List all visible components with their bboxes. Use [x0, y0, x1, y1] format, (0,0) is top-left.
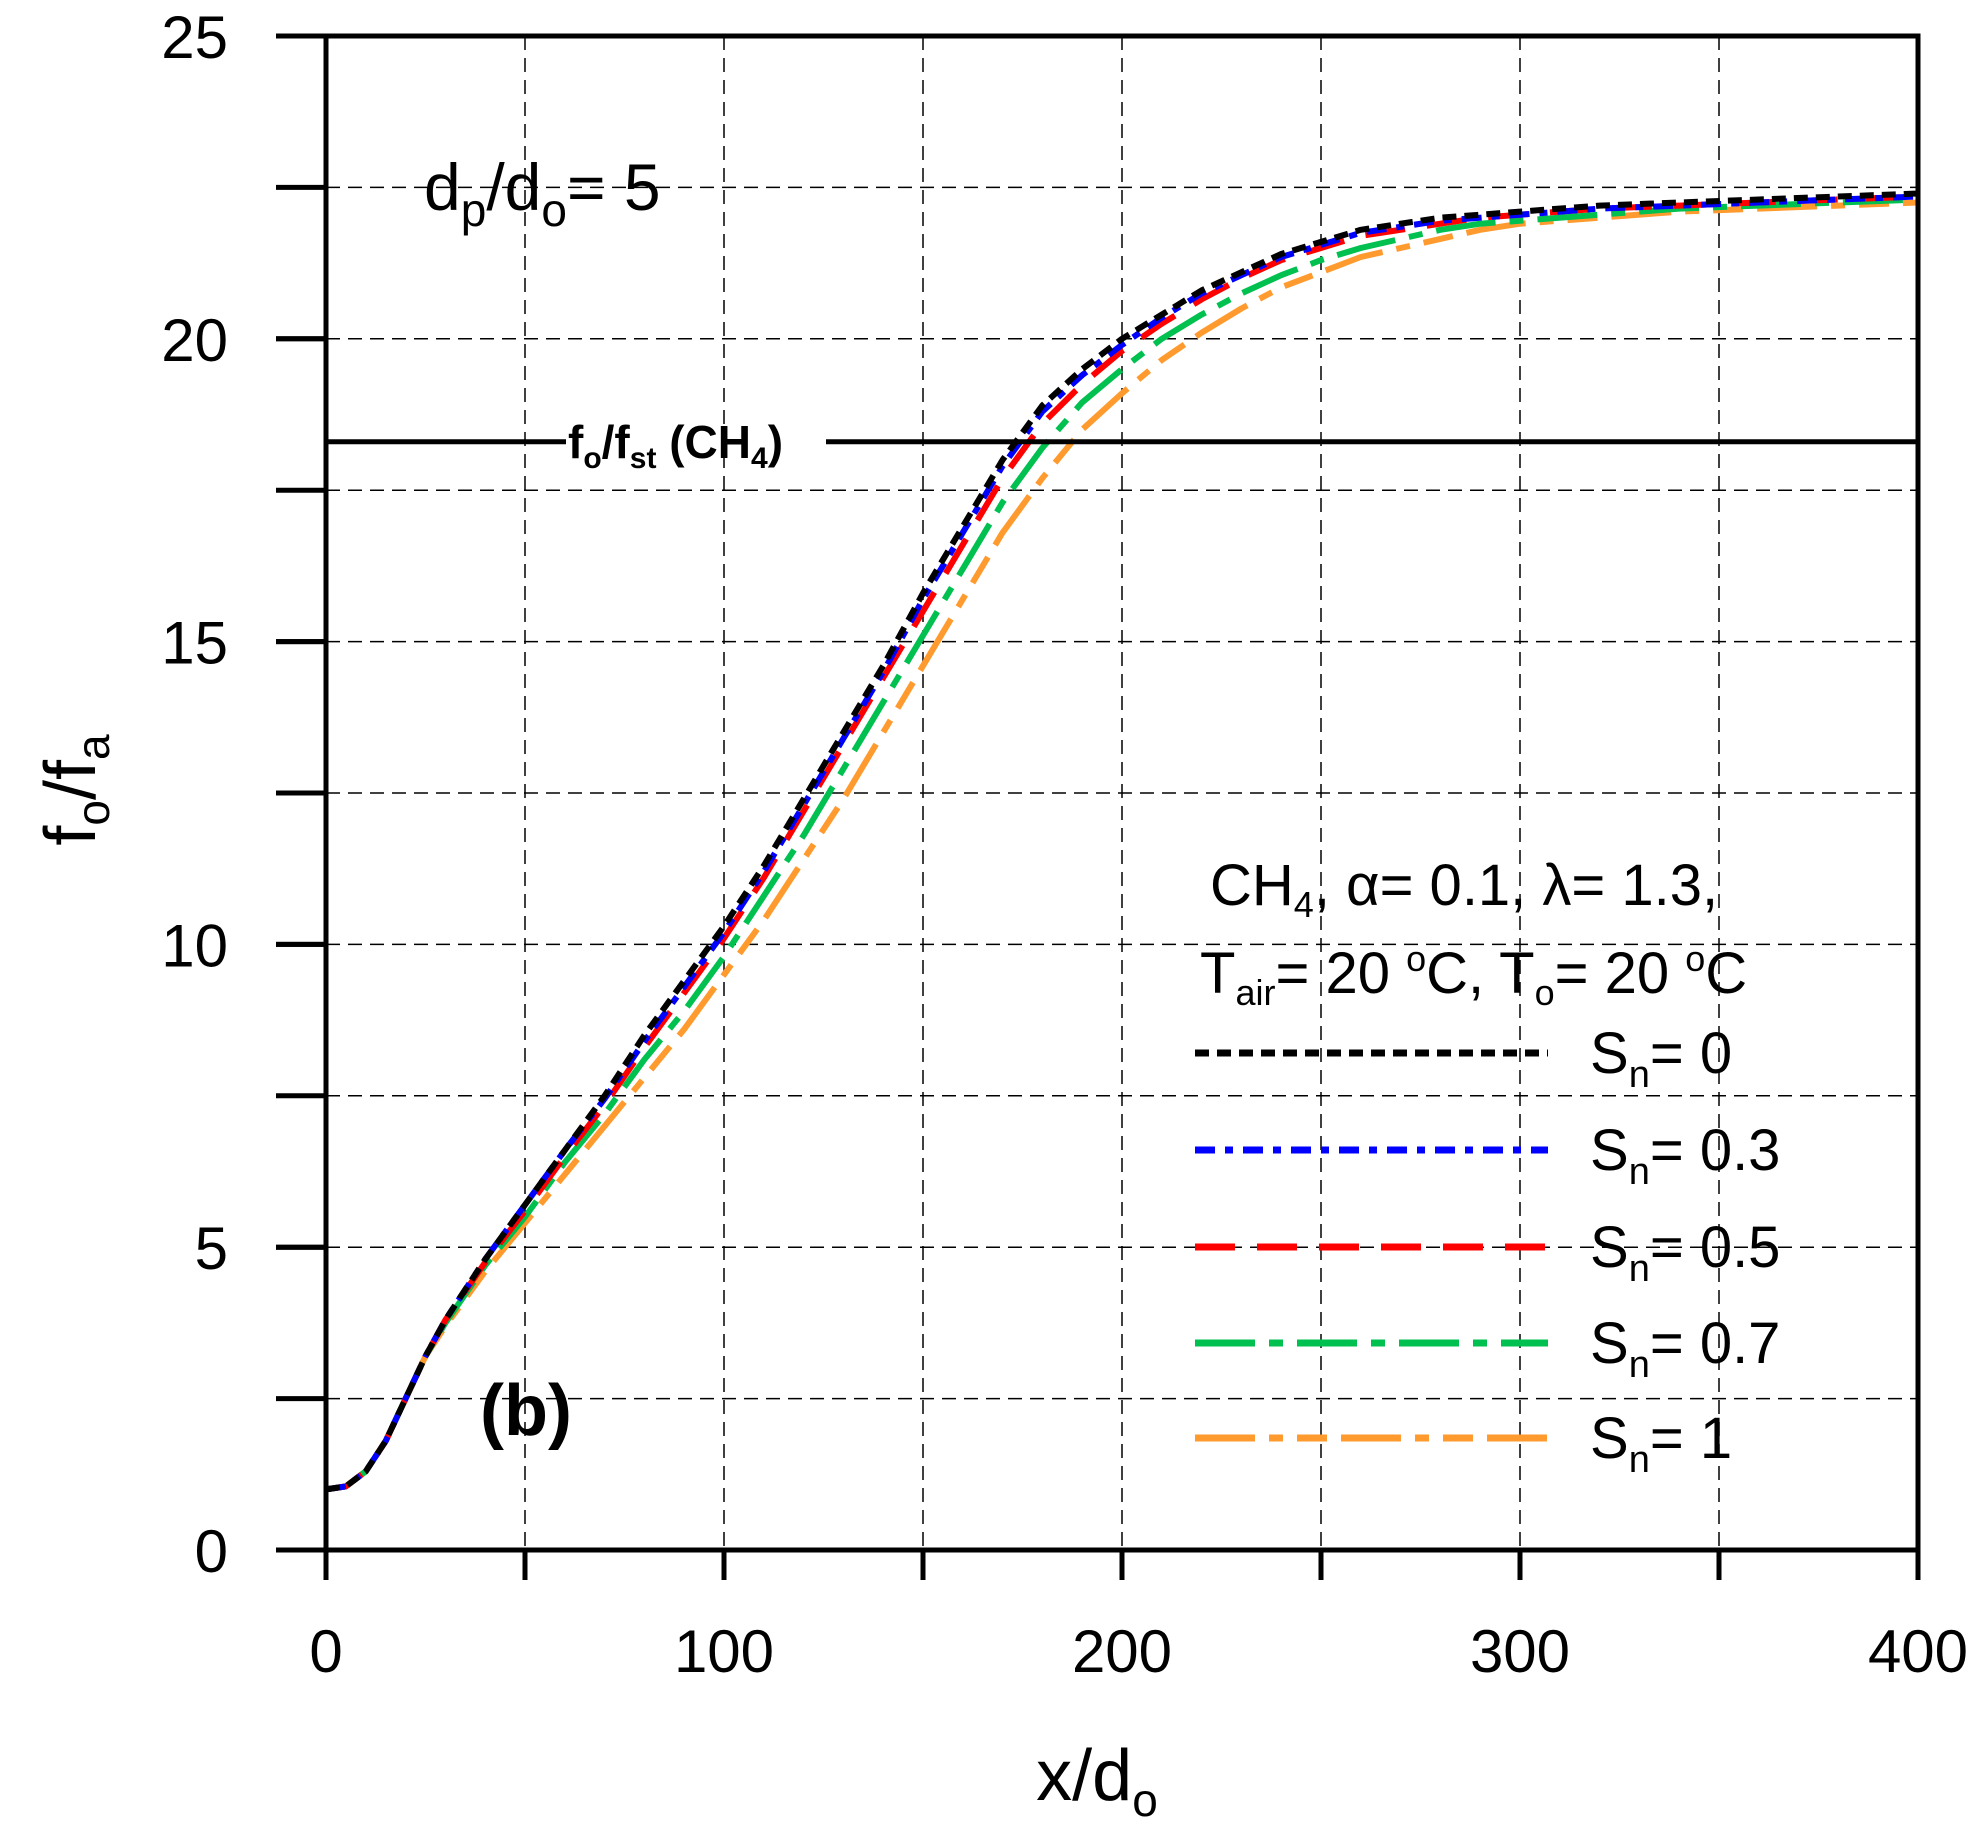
- axis-tick-labels: 0 100 200 300 400 0 5 10 15 20 25: [161, 4, 1968, 1685]
- y-tick-label: 10: [161, 912, 228, 979]
- y-tick-label: 25: [161, 4, 228, 71]
- legend-label: Sn= 0.5: [1590, 1215, 1780, 1290]
- x-axis-title: x/do: [1036, 1736, 1158, 1826]
- legend: Sn= 0 Sn= 0.3 Sn= 0.5 Sn= 0.7 Sn= 1: [1195, 1021, 1780, 1481]
- y-tick-label: 0: [195, 1518, 228, 1585]
- series-line: [325, 196, 1919, 1493]
- x-tick-label: 300: [1470, 1618, 1570, 1685]
- reference-line-label: fo/fst (CH4): [568, 416, 783, 475]
- y-tick-label: 5: [195, 1215, 228, 1282]
- panel-label: (b): [480, 1371, 572, 1451]
- reference-line-group: fo/fst (CH4): [326, 416, 1918, 475]
- x-tick-label: 200: [1072, 1618, 1172, 1685]
- x-tick-label: 100: [674, 1618, 774, 1685]
- diameter-ratio-annotation: dp/do= 5: [424, 150, 661, 236]
- legend-label: Sn= 0.3: [1590, 1118, 1780, 1193]
- series-lines: [325, 190, 1919, 1493]
- legend-label: Sn= 1: [1590, 1406, 1732, 1481]
- x-tick-label: 400: [1868, 1618, 1968, 1685]
- conditions-line-1: CH4, α= 0.1, λ= 1.3,: [1210, 853, 1718, 925]
- legend-label: Sn= 0.7: [1590, 1311, 1780, 1386]
- conditions-line-2: Tair= 20 oC, To= 20 oC: [1200, 938, 1747, 1013]
- x-tick-label: 0: [309, 1618, 342, 1685]
- series-line: [325, 193, 1919, 1493]
- legend-label: Sn= 0: [1590, 1021, 1732, 1096]
- axis-ticks: [276, 33, 1921, 1580]
- y-tick-label: 20: [161, 307, 228, 374]
- grid-lines: [326, 36, 1918, 1550]
- series-line: [325, 190, 1919, 1493]
- y-tick-label: 15: [161, 610, 228, 677]
- y-axis-title: fo/fa: [31, 734, 119, 846]
